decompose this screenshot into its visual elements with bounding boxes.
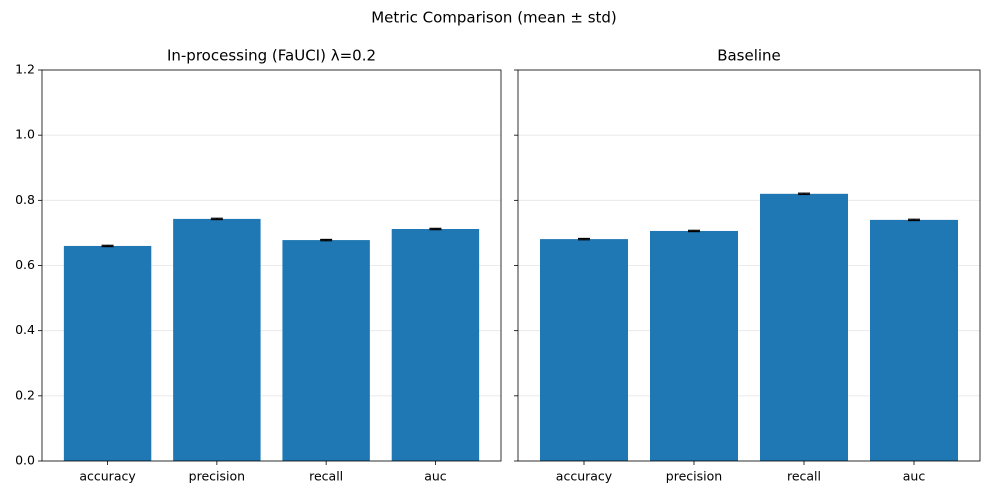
bar (650, 230, 738, 461)
axes-frame (41, 69, 502, 462)
x-tick-label: precision (666, 469, 722, 484)
subplot-title: Baseline (717, 47, 781, 65)
bar (63, 245, 152, 461)
x-tick-label: recall (309, 469, 343, 484)
bar (282, 240, 370, 461)
y-tick-label: 0.4 (15, 322, 35, 337)
x-tick-label: recall (787, 469, 821, 484)
y-tick-label: 0.2 (15, 387, 35, 402)
bar (760, 193, 848, 462)
bar (391, 229, 480, 461)
x-tick-label: accuracy (79, 469, 136, 484)
y-tick-label: 0.8 (15, 192, 35, 207)
subplot-title: In-processing (FaUCI) λ=0.2 (167, 47, 376, 65)
x-tick-label: accuracy (556, 469, 613, 484)
y-tick-label: 0.0 (15, 453, 35, 468)
x-tick-label: auc (903, 469, 926, 484)
x-tick-label: auc (424, 469, 447, 484)
bar (540, 239, 628, 461)
figure-title: Metric Comparison (mean ± std) (371, 9, 617, 27)
bar (870, 219, 958, 461)
x-tick-label: precision (189, 469, 245, 484)
y-tick-label: 1.0 (15, 127, 35, 142)
y-tick-label: 1.2 (15, 62, 35, 77)
y-tick-label: 0.6 (15, 257, 35, 272)
axes-frame (517, 69, 981, 462)
bar (173, 218, 261, 461)
